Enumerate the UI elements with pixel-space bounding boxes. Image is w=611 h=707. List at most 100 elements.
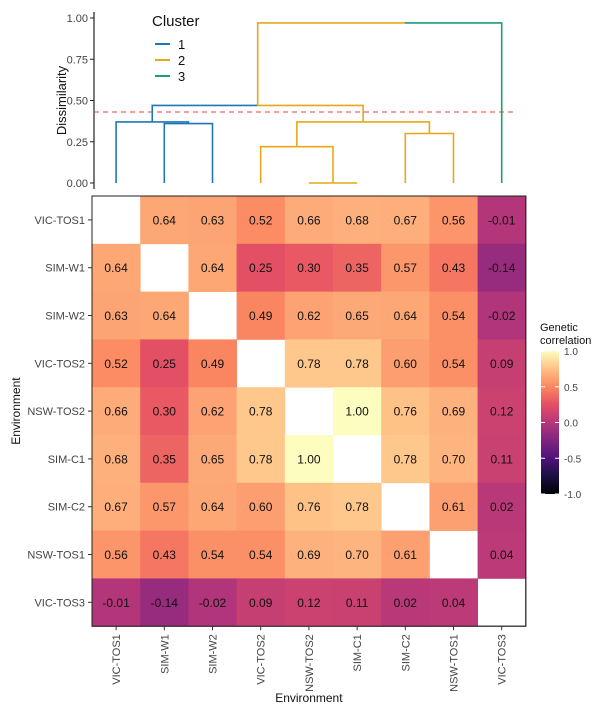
- colorbar-tick-label: 1.0: [564, 347, 578, 358]
- heatmap-cell: [284, 196, 334, 245]
- heatmap-panel: 0.64 0.63 0.52 0.66 0.68 0.67 0.56 -0.01 0.64 0.6…: [9, 195, 527, 705]
- heatmap-cell: [92, 243, 141, 292]
- heatmap-cell: [333, 387, 382, 436]
- heatmap-cell-label: 0.54: [249, 548, 273, 562]
- heatmap-cell: [284, 482, 334, 531]
- heatmap-cell: [140, 482, 189, 531]
- colorbar-tick-label: 0.5: [564, 383, 578, 394]
- y-tick-label: VIC-TOS2: [34, 358, 85, 370]
- heatmap-cell: [477, 530, 527, 579]
- heatmap-cell: [477, 243, 527, 292]
- heatmap-cell: [188, 196, 237, 245]
- heatmap-cell-label: 0.30: [153, 405, 177, 419]
- x-tick-label: NSW-TOS1: [449, 634, 461, 692]
- x-tick-label: VIC-TOS1: [111, 634, 123, 685]
- heatmap-cell-label: 0.68: [345, 213, 369, 227]
- heatmap-cell: [188, 387, 237, 436]
- heatmap-cell-label: 0.56: [442, 213, 466, 227]
- heatmap-cell: [429, 578, 478, 627]
- heatmap-cell: [140, 387, 189, 436]
- heatmap-cell: [429, 339, 478, 388]
- heatmap-cell: [429, 435, 478, 484]
- dendrogram-branch: [115, 121, 190, 183]
- dendrogram-branch: [404, 132, 455, 183]
- heatmap-cell-label: -0.01: [102, 596, 130, 610]
- heatmap-cell: [429, 387, 478, 436]
- heatmap-cell: [284, 530, 334, 579]
- heatmap-cell: [381, 339, 430, 388]
- heatmap-cell-label: 0.54: [442, 309, 466, 323]
- heatmap-cell-label: 0.60: [249, 500, 273, 514]
- heatmap-cell-label: 0.61: [442, 500, 466, 514]
- heatmap-cell-label: 0.61: [394, 548, 418, 562]
- heatmap-cell: [333, 339, 382, 388]
- heatmap-cell-label: 0.67: [394, 213, 418, 227]
- heatmap-cell-label: 0.02: [490, 500, 514, 514]
- heatmap-cell-label: -0.02: [488, 309, 516, 323]
- heatmap-cell: [140, 435, 189, 484]
- heatmap-cell: [429, 196, 478, 245]
- heatmap-cell: [92, 578, 141, 627]
- heatmap-cell: [429, 482, 478, 531]
- heatmap-cell-label: 0.65: [345, 309, 369, 323]
- heatmap-cell: [236, 291, 286, 340]
- dendrogram-branch: [151, 104, 258, 122]
- heatmap-cell: [188, 435, 237, 484]
- heatmap-cell-label: 0.49: [201, 357, 225, 371]
- x-axis-title: Environment: [275, 691, 343, 705]
- dendrogram-branch: [296, 121, 431, 147]
- heatmap-cell-label: 0.25: [153, 357, 177, 371]
- dendrogram-y-tick-label: 0.25: [67, 137, 88, 149]
- legend-label: 3: [178, 69, 185, 84]
- heatmap-cell: [92, 482, 141, 531]
- heatmap-cell-label: 0.78: [394, 452, 418, 466]
- heatmap-cell: [188, 339, 237, 388]
- heatmap-cell: [477, 291, 527, 340]
- dendrogram-branch: [404, 22, 503, 183]
- heatmap-cell: [284, 339, 334, 388]
- heatmap-cell: [333, 578, 382, 627]
- heatmap-cell-label: 0.65: [201, 452, 225, 466]
- heatmap-cell-label: 0.78: [297, 357, 321, 371]
- heatmap-cell-label: -0.14: [151, 596, 179, 610]
- dendrogram-y-axis-title: Dissimilarity: [54, 65, 69, 135]
- heatmap-cell-label: 0.64: [153, 213, 177, 227]
- colorbar-title-line2: correlation: [540, 335, 591, 347]
- heatmap-cell: [140, 578, 189, 627]
- heatmap-cell: [333, 196, 382, 245]
- dendrogram-panel: 0.00 0.25 0.50 0.75 1.00 Dissimilarity: [54, 12, 515, 190]
- heatmap-cell-label: 0.69: [442, 405, 466, 419]
- heatmap-cell: [188, 578, 237, 627]
- heatmap-cell: [284, 435, 334, 484]
- y-axis-title: Environment: [9, 377, 23, 445]
- heatmap-cell: [188, 530, 237, 579]
- heatmap-cell-label: 0.25: [249, 261, 273, 275]
- heatmap-cell-label: 0.67: [104, 500, 128, 514]
- heatmap-cell: [92, 435, 141, 484]
- heatmap-cell-label: 0.63: [104, 309, 128, 323]
- x-tick-label: SIM-W1: [159, 634, 171, 674]
- heatmap-cell: [333, 291, 382, 340]
- heatmap-cell: [381, 291, 430, 340]
- heatmap-cell-label: 1.00: [345, 405, 369, 419]
- heatmap-cell-label: 0.09: [490, 357, 514, 371]
- heatmap-cell-label: 0.35: [153, 452, 177, 466]
- heatmap-cell: [92, 387, 141, 436]
- y-tick-label: NSW-TOS2: [27, 406, 85, 418]
- colorbar-ramp: [541, 351, 559, 494]
- heatmap-cell-label: 0.52: [104, 357, 128, 371]
- y-tick-label: VIC-TOS3: [34, 597, 85, 609]
- heatmap-cell: [236, 387, 286, 436]
- heatmap-cell: [140, 530, 189, 579]
- heatmap-cell-label: 0.54: [201, 548, 225, 562]
- heatmap-cell: [429, 243, 478, 292]
- dendrogram-y-tick-label: 0.50: [67, 96, 88, 108]
- heatmap-cell-label: 0.12: [297, 596, 321, 610]
- heatmap-cell: [333, 482, 382, 531]
- heatmap-cell-label: 0.78: [249, 452, 273, 466]
- heatmap-cell-label: 0.64: [201, 500, 225, 514]
- heatmap-cell-label: 0.04: [442, 596, 466, 610]
- colorbar-tick-label: -0.5: [564, 454, 582, 465]
- heatmap-cell: [333, 530, 382, 579]
